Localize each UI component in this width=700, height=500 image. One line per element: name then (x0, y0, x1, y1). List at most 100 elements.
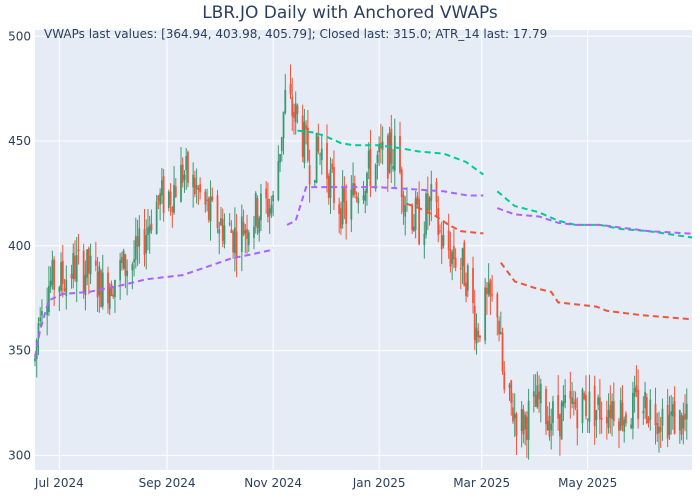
candle (560, 400, 563, 440)
candle-body (560, 402, 563, 440)
candle-body (331, 163, 334, 170)
candle (661, 398, 664, 441)
candle (430, 170, 433, 222)
candle (581, 387, 584, 433)
candle (588, 374, 591, 434)
candle-body (265, 188, 268, 199)
x-tick-label: Nov 2024 (244, 476, 302, 490)
candle-body (254, 193, 257, 227)
candle-body (329, 169, 332, 198)
candle-body (174, 186, 177, 198)
candle (479, 335, 481, 343)
candle-body (87, 248, 90, 274)
candle-body (585, 395, 587, 417)
candle (611, 393, 613, 437)
candle-body (406, 203, 408, 205)
candle (357, 192, 360, 214)
candle (169, 183, 172, 216)
candle-body (232, 231, 235, 253)
candle-body (167, 191, 170, 208)
candle-body (658, 426, 660, 434)
candle-body (454, 257, 457, 268)
candle-body (466, 265, 469, 291)
candle-body (621, 402, 624, 426)
candle (289, 64, 292, 100)
candle (41, 299, 43, 326)
candle (155, 194, 158, 235)
candle-body (378, 143, 381, 153)
candle-body (680, 415, 683, 435)
candle-body (503, 371, 506, 390)
candle (313, 179, 316, 187)
candle (352, 162, 354, 198)
candle-body (209, 196, 212, 222)
candle (550, 408, 553, 450)
candle-body (305, 125, 308, 130)
candle-body (399, 135, 401, 173)
candle (406, 187, 408, 212)
candle-body (301, 115, 304, 157)
candle-body (49, 280, 52, 288)
candle (327, 173, 330, 205)
candle-body (513, 413, 516, 419)
candle (680, 412, 683, 441)
candle (411, 203, 414, 234)
candle-body (41, 311, 43, 316)
y-axis-ticks: 300 350 400 450 500 (8, 29, 31, 462)
candle-body (126, 270, 129, 277)
candle-body (162, 176, 165, 213)
candle-body (461, 248, 464, 267)
candle-body (244, 230, 247, 234)
candle-body (510, 380, 513, 403)
candle-body (220, 218, 222, 226)
candle-body (319, 154, 321, 156)
candle-body (546, 420, 549, 431)
candle (181, 157, 184, 188)
candle (489, 278, 492, 315)
candle (70, 264, 73, 289)
candle-body (477, 330, 480, 338)
candle (671, 396, 674, 430)
candle-body (221, 218, 224, 241)
candle (233, 207, 236, 272)
candle (534, 373, 537, 408)
candle-body (96, 271, 99, 298)
candle (272, 190, 275, 217)
candle-body (77, 249, 80, 252)
candle-body (418, 198, 421, 245)
candle (632, 381, 634, 440)
candle (451, 249, 454, 281)
candle-body (284, 89, 287, 113)
y-tick-label: 400 (8, 239, 31, 253)
candle (174, 178, 177, 198)
candle (673, 386, 676, 435)
candle-body (65, 279, 68, 296)
candle-body (131, 264, 134, 271)
candle-body (437, 208, 440, 236)
candle-body (143, 229, 146, 255)
candle-body (512, 407, 514, 422)
candle (392, 149, 394, 172)
candle (618, 417, 620, 449)
candle-body (666, 405, 669, 439)
candle-body (550, 423, 553, 431)
candle (413, 214, 415, 232)
candle (254, 191, 257, 234)
candle (199, 177, 202, 200)
candle (545, 385, 547, 435)
candle-body (600, 417, 603, 420)
candle (211, 187, 214, 203)
candle (583, 391, 586, 401)
candle-body (159, 193, 162, 205)
candle (350, 175, 353, 233)
candle-body (597, 397, 600, 406)
candle-body (381, 141, 384, 150)
candle-body (350, 189, 353, 220)
x-tick-label: May 2025 (558, 476, 617, 490)
candle-body (61, 260, 64, 284)
candle (496, 291, 499, 336)
candle (487, 263, 490, 297)
candle (571, 381, 573, 409)
vwap-line (286, 186, 484, 226)
candle (642, 396, 645, 425)
